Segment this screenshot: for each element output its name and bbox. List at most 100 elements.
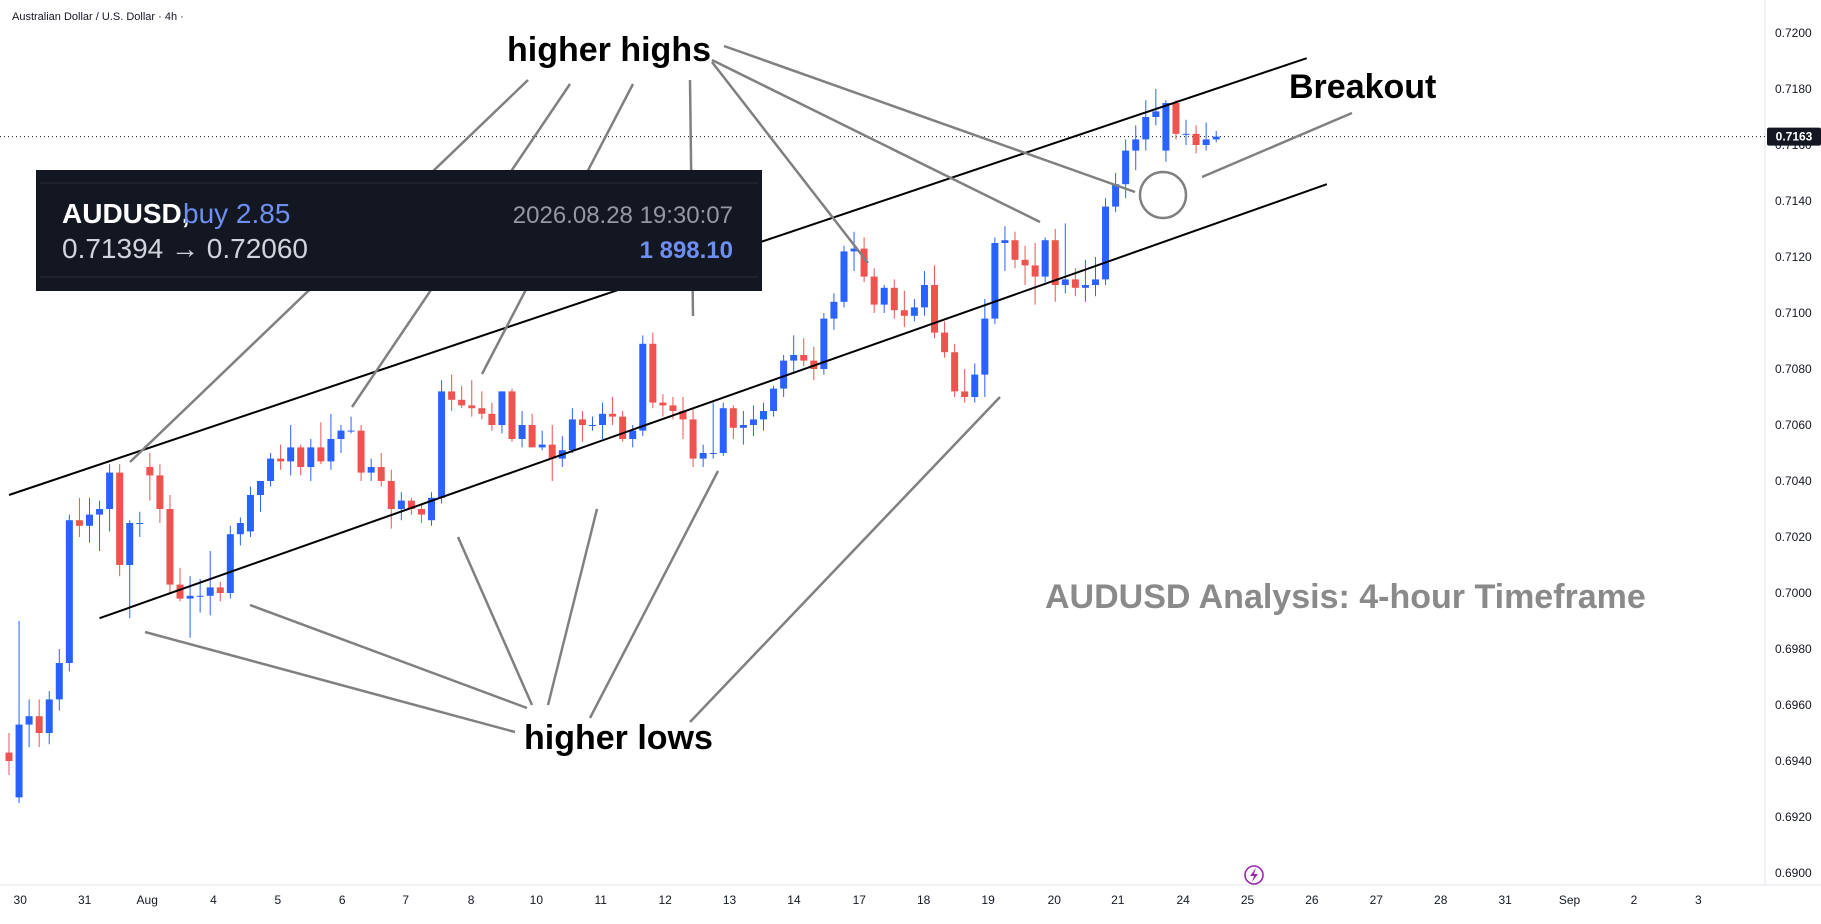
candle-body [146,467,154,476]
candle [840,245,848,308]
lightning-icon[interactable] [1244,865,1264,885]
breakout-circle[interactable] [1138,170,1188,220]
hl-pointer-3 [456,536,534,706]
candle [1041,237,1049,283]
candle [1091,257,1099,297]
price-tick-label: 0.7180 [1775,82,1812,96]
candle [820,313,828,375]
candle [417,503,425,523]
time-tick-label: 31 [1498,893,1512,907]
candle-body [1091,279,1099,285]
time-tick-label: 26 [1305,893,1319,907]
candle [488,402,496,431]
candle-body [860,248,868,277]
time-tick-label: 2 [1631,893,1638,907]
candle-body [287,447,295,462]
candle-body [206,587,214,596]
candle [196,579,204,613]
hh-pointer-6 [711,58,1041,224]
candle [790,335,798,372]
channel-lower-line[interactable] [99,183,1328,620]
candle-body [900,310,908,316]
candle-body [297,447,305,467]
candle-body [448,391,456,400]
time-tick-label: Aug [137,893,158,907]
candle [287,425,295,476]
analysis-title: AUDUSD Analysis: 4-hour Timeframe [1045,578,1646,616]
time-tick-label: 18 [917,893,931,907]
price-tick-label: 0.7020 [1775,530,1812,544]
candle-body [246,495,254,532]
trade-info-box[interactable]: AUDUSD, buy 2.85 0.71394 → 0.72060 2026.… [36,170,762,291]
candle-body [760,411,767,420]
candle-body [1132,139,1140,151]
symbol-header: Australian Dollar / U.S. Dollar · 4h · [12,11,184,23]
candle [679,397,687,439]
candle [136,511,144,537]
candle-body [669,405,677,411]
candle-body [1112,184,1120,207]
time-tick-label: 27 [1370,893,1384,907]
price-tick-label: 0.7000 [1775,586,1812,600]
candle [1142,100,1150,151]
candle [619,411,627,442]
last-price-label: 0.7163 [1767,127,1821,146]
hh-pointer-7 [723,44,1136,194]
candle [639,335,647,437]
candle [327,413,335,470]
candle [15,621,23,803]
candle-body [689,419,697,459]
candle-body [216,587,224,593]
candle [961,369,969,403]
candle [75,497,83,537]
candle-body [186,595,194,599]
time-tick-label: 24 [1176,893,1190,907]
candle [1212,131,1220,143]
time-axis[interactable]: 30 31 Aug 4 5 6 7 8 10 11 12 13 14 17 18 19 20 21 24 25 26 27… [14,893,1702,907]
candle [1061,223,1069,294]
candle [448,374,456,411]
candle-body [800,355,808,361]
candle-body [417,509,425,515]
candle-body [166,509,174,585]
svg-text:0.7163: 0.7163 [1776,130,1813,144]
candle-body [961,391,969,397]
candle-body [890,287,898,311]
candle-body [941,332,949,353]
candle-body [971,374,979,397]
price-tick-label: 0.6960 [1775,698,1812,712]
candle-body [588,425,596,426]
candle [1152,89,1160,126]
candle-body [578,419,586,425]
candle [1162,100,1170,162]
candle [941,321,949,358]
candle [920,271,928,316]
candle-body [1212,136,1220,140]
candle-body [548,444,556,459]
time-tick-label: 13 [723,893,737,907]
price-tick-label: 0.7100 [1775,306,1812,320]
candle [126,520,134,619]
candle-body [428,497,436,521]
candle-body [739,425,747,428]
time-tick-label: 5 [274,893,281,907]
candle-body [749,419,757,425]
candle-body [951,352,959,392]
higher-lows-pointers [144,396,1001,734]
candle-body [619,416,627,439]
candle-body [337,430,345,439]
candle [709,402,717,459]
candle [65,514,73,672]
time-tick-label: 4 [210,893,217,907]
candle [1202,122,1210,151]
candle [377,453,385,487]
candle-body [176,584,184,599]
candle-body [1102,206,1110,280]
candle [387,469,395,529]
price-axis[interactable]: 0.72000.71800.71600.71400.71200.71000.70… [1775,26,1812,880]
candle-body [458,399,466,406]
candle [1102,198,1110,285]
candle-body [840,251,848,302]
candle-body [1152,111,1160,117]
